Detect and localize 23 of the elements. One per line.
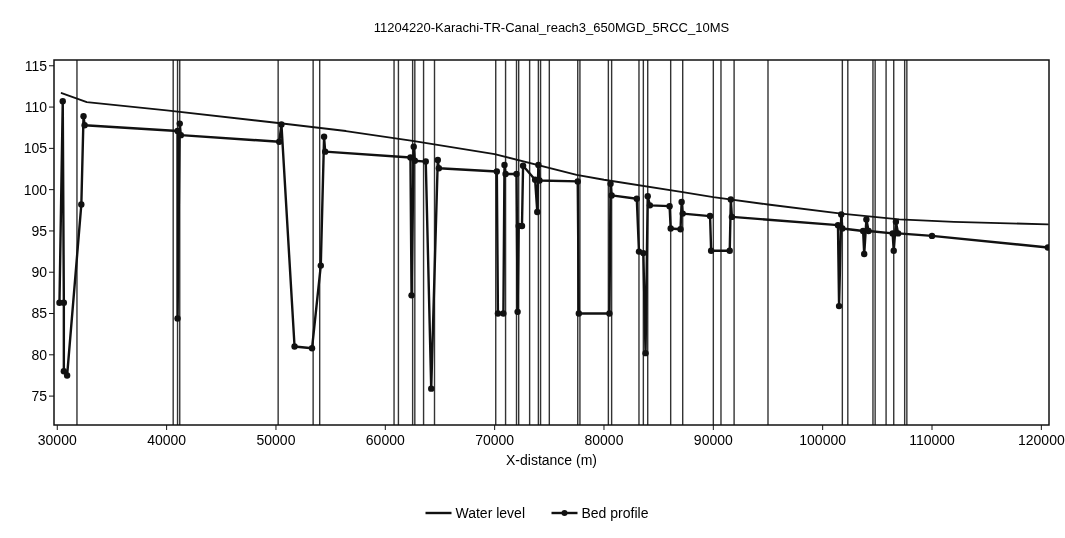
legend-label: Bed profile [581, 505, 649, 521]
chart-title: 11204220-Karachi-TR-Canal_reach3_650MGD_5RCC_10MS [373, 20, 730, 35]
legend-label: Water level [455, 505, 526, 521]
x-tick-label: 100000 [799, 432, 847, 448]
y-tick-label: 115 [24, 57, 48, 74]
y-tick-label: 75 [31, 388, 48, 404]
x-tick-label: 60000 [365, 432, 405, 448]
x-axis-title: X-distance (m) [505, 452, 598, 468]
x-tick-label: 50000 [256, 432, 296, 448]
y-tick-label: 105 [23, 140, 48, 157]
y-tick-label: 90 [31, 264, 48, 281]
x-tick-label: 70000 [475, 432, 515, 448]
y-tick-label: 110 [24, 98, 48, 115]
x-tick-label: 40000 [147, 432, 187, 448]
x-tick-label: 120000 [1017, 432, 1065, 448]
y-tick-label: 95 [31, 222, 48, 239]
x-tick-label: 90000 [693, 432, 733, 448]
x-tick-label: 80000 [584, 432, 624, 448]
y-tick-label: 85 [31, 305, 48, 322]
x-tick-label: 110000 [909, 432, 956, 448]
y-tick-label: 100 [23, 181, 48, 198]
y-tick-label: 80 [31, 346, 48, 363]
x-tick-label: 30000 [37, 432, 77, 448]
